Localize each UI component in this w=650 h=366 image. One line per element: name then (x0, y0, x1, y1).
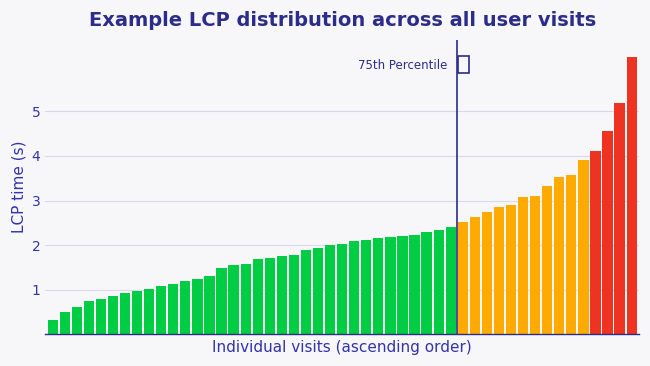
Bar (168, 284, 178, 334)
Bar (228, 265, 239, 334)
Bar (361, 240, 371, 334)
Bar (506, 205, 516, 334)
Bar (482, 212, 492, 334)
Y-axis label: LCP time (s): LCP time (s) (11, 141, 26, 234)
Bar (554, 178, 564, 334)
Bar (301, 250, 311, 334)
Bar (84, 301, 94, 334)
Bar (458, 222, 468, 334)
Bar (410, 235, 420, 334)
Bar (373, 239, 384, 334)
Bar (144, 289, 154, 334)
Bar (216, 268, 227, 334)
Bar (204, 276, 214, 334)
Bar (96, 299, 106, 334)
Bar (253, 259, 263, 334)
Bar (180, 281, 190, 334)
Bar (385, 237, 395, 334)
Bar (192, 279, 203, 334)
Bar (156, 286, 166, 334)
Bar (627, 57, 637, 334)
Bar (132, 291, 142, 334)
Bar (446, 227, 456, 334)
Bar (590, 152, 601, 334)
Bar (120, 293, 130, 334)
Bar (470, 217, 480, 334)
Bar (566, 175, 577, 334)
Bar (518, 197, 528, 334)
Bar (578, 160, 588, 334)
Bar (313, 248, 323, 334)
Bar (349, 241, 359, 334)
Bar (60, 312, 70, 334)
Bar (240, 264, 251, 334)
Bar (277, 256, 287, 334)
X-axis label: Individual visits (ascending order): Individual visits (ascending order) (213, 340, 472, 355)
Text: 75th Percentile: 75th Percentile (358, 59, 447, 71)
Bar (434, 229, 444, 334)
Bar (530, 196, 540, 334)
Bar (265, 258, 275, 334)
Bar (542, 186, 552, 334)
Bar (108, 296, 118, 334)
Bar (337, 244, 347, 334)
Bar (72, 307, 82, 334)
Bar (494, 207, 504, 334)
Bar (47, 320, 58, 334)
Bar (458, 56, 469, 73)
Bar (289, 255, 299, 334)
Title: Example LCP distribution across all user visits: Example LCP distribution across all user… (88, 11, 596, 30)
Bar (421, 232, 432, 334)
Bar (397, 236, 408, 334)
Bar (614, 103, 625, 334)
Bar (325, 245, 335, 334)
Bar (603, 131, 613, 334)
